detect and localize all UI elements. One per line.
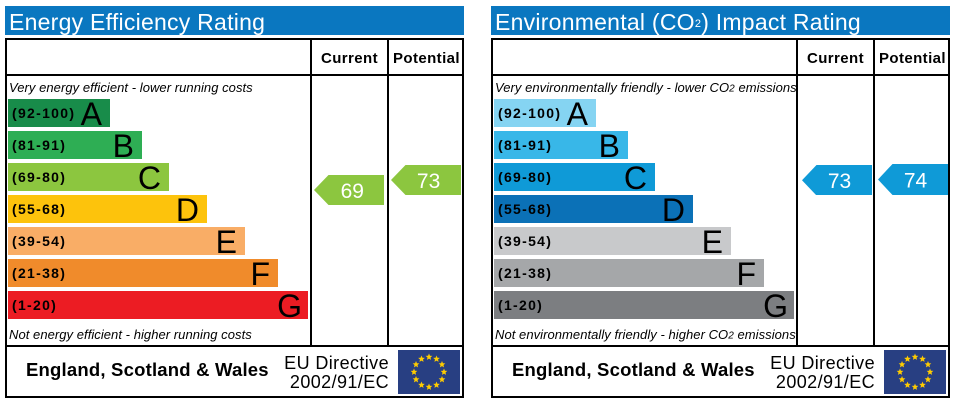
- svg-text:73: 73: [828, 170, 851, 193]
- svg-text:69: 69: [341, 180, 364, 203]
- svg-text:73: 73: [417, 170, 440, 193]
- svg-text:74: 74: [904, 169, 928, 192]
